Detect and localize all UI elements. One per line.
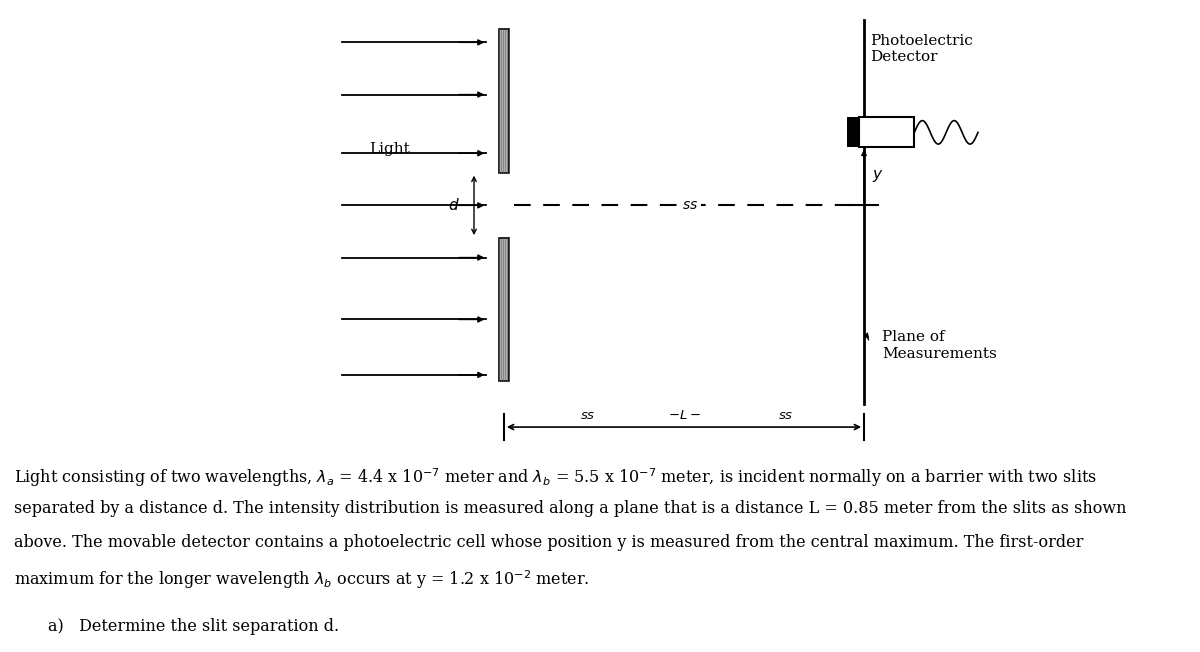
Text: above. The movable detector contains a photoelectric cell whose position y is me: above. The movable detector contains a p… xyxy=(14,534,1084,551)
Text: Light consisting of two wavelengths, $\lambda_a$ = 4.4 x 10$^{-7}$ meter and $\l: Light consisting of two wavelengths, $\l… xyxy=(14,466,1097,489)
Text: $y$: $y$ xyxy=(872,168,884,184)
Bar xyxy=(847,117,859,147)
Text: Plane of
Measurements: Plane of Measurements xyxy=(882,331,997,361)
Text: $-L-$: $-L-$ xyxy=(667,409,701,422)
Text: $\mathit{ss}$: $\mathit{ss}$ xyxy=(779,409,793,422)
Text: Light: Light xyxy=(370,143,410,156)
Text: maximum for the longer wavelength $\lambda_b$ occurs at y = 1.2 x 10$^{-2}$ mete: maximum for the longer wavelength $\lamb… xyxy=(14,568,590,591)
Bar xyxy=(499,238,509,381)
Text: b)   At what position, $y_a$, does the first-order maximum occur for the shorter: b) At what position, $y_a$, does the fir… xyxy=(48,650,797,652)
Bar xyxy=(859,117,914,147)
Text: Photoelectric
Detector: Photoelectric Detector xyxy=(870,34,973,64)
Text: a)   Determine the slit separation d.: a) Determine the slit separation d. xyxy=(48,618,340,635)
Bar xyxy=(499,29,509,173)
Text: $\mathit{ss}$: $\mathit{ss}$ xyxy=(682,198,698,212)
Text: $d$: $d$ xyxy=(448,198,460,213)
Text: $\mathit{ss}$: $\mathit{ss}$ xyxy=(581,409,595,422)
Text: separated by a distance d. The intensity distribution is measured along a plane : separated by a distance d. The intensity… xyxy=(14,500,1127,517)
